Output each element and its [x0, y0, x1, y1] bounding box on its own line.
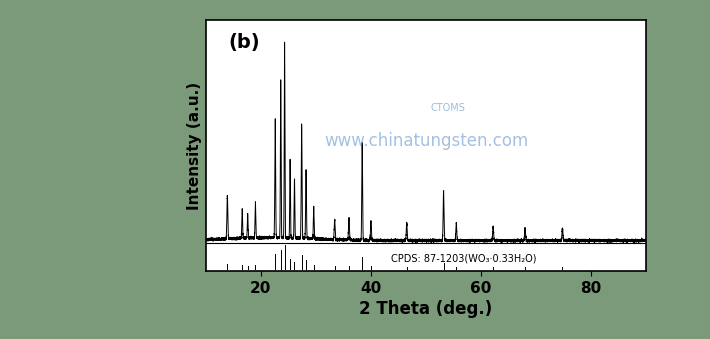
X-axis label: 2 Theta (deg.): 2 Theta (deg.): [359, 300, 493, 318]
Y-axis label: Intensity (a.u.): Intensity (a.u.): [187, 82, 202, 210]
Text: (b): (b): [228, 33, 260, 52]
Text: www.chinatungsten.com: www.chinatungsten.com: [324, 132, 528, 150]
Text: CPDS: 87-1203(WO₃·0.33H₂O): CPDS: 87-1203(WO₃·0.33H₂O): [391, 254, 536, 264]
Text: CTOMS: CTOMS: [430, 103, 466, 113]
